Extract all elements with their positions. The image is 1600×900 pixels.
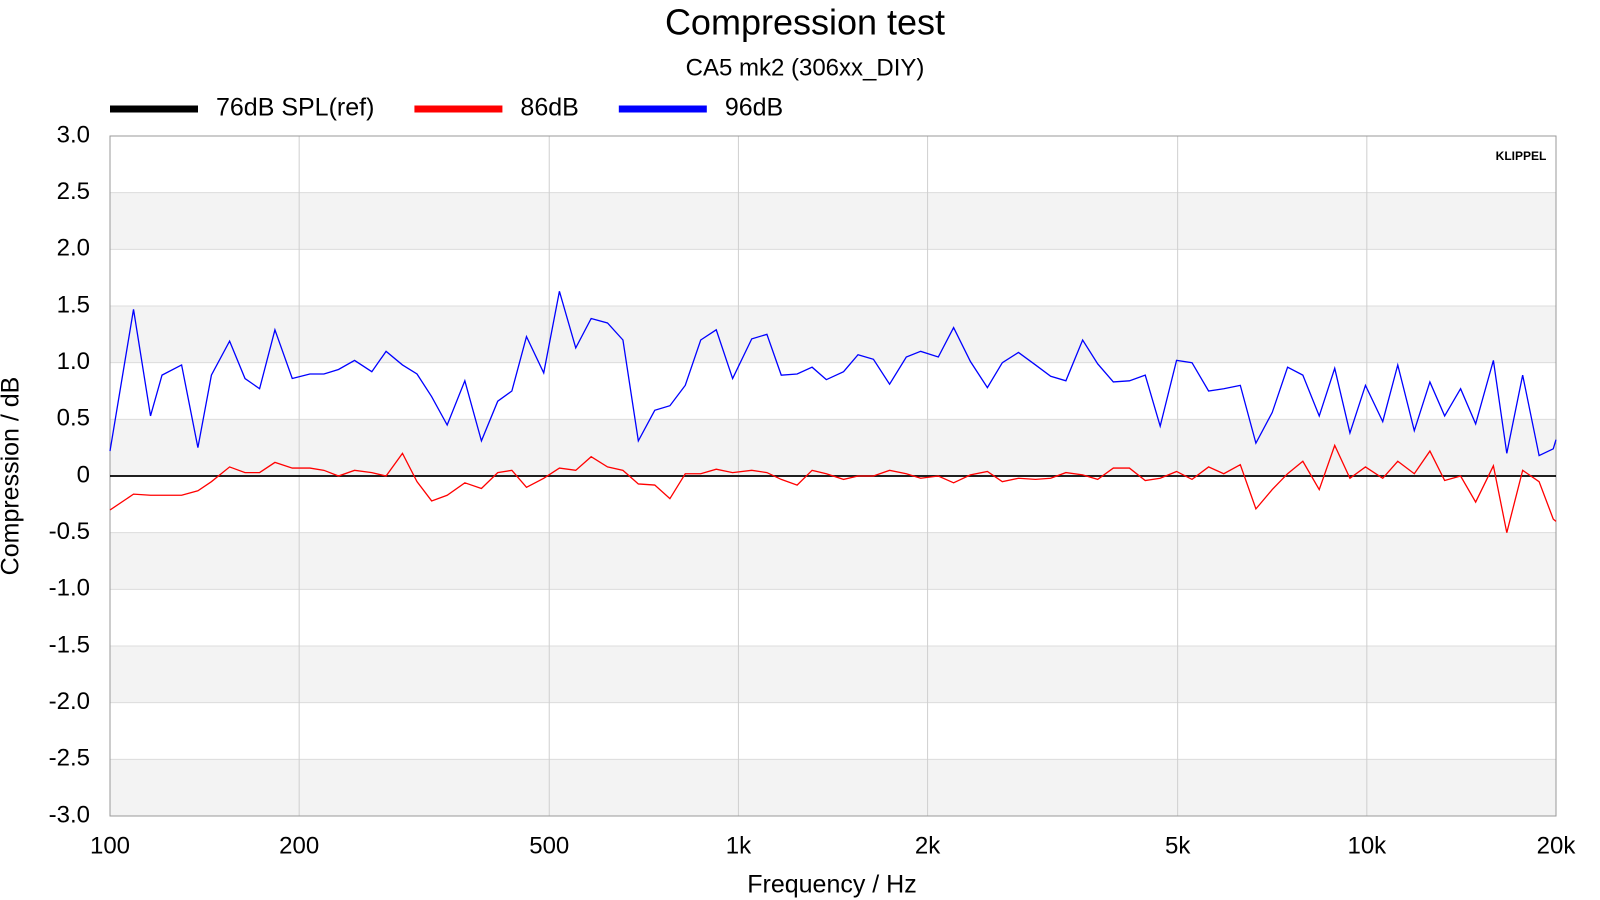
x-tick-label: 2k: [915, 832, 941, 859]
x-tick-label: 500: [529, 832, 569, 859]
y-tick-label: 0: [77, 461, 90, 488]
legend-label: 76dB SPL(ref): [216, 94, 374, 122]
y-tick-label: 3.0: [57, 121, 90, 148]
y-tick-label: -2.5: [49, 745, 90, 772]
grid-band: [110, 419, 1556, 476]
y-tick-label: 0.5: [57, 405, 90, 432]
chart-title: Compression test: [665, 2, 945, 43]
y-tick-label: 1.0: [57, 348, 90, 375]
y-tick-label: 2.5: [57, 178, 90, 205]
logo: KLIPPEL: [1496, 149, 1547, 163]
series-line: [109, 443, 1557, 533]
grid-band: [110, 646, 1556, 703]
x-tick-label: 5k: [1165, 832, 1191, 859]
y-axis-label: Compression / dB: [0, 377, 25, 576]
grid-band: [110, 759, 1556, 816]
x-tick-label: 20k: [1537, 832, 1577, 859]
legend-label: 86dB: [520, 94, 578, 122]
y-tick-label: -2.0: [49, 688, 90, 715]
x-axis-label: Frequency / Hz: [747, 871, 917, 899]
x-tick-label: 200: [279, 832, 319, 859]
y-tick-label: 1.5: [57, 291, 90, 318]
y-tick-label: -1.5: [49, 631, 90, 658]
legend-label: 96dB: [725, 94, 783, 122]
x-tick-label: 100: [90, 832, 130, 859]
grid-band: [110, 532, 1556, 590]
x-tick-label: 1k: [726, 832, 752, 859]
x-tick-label: 10k: [1347, 832, 1387, 859]
y-tick-label: -0.5: [49, 518, 90, 545]
series-line: [109, 291, 1557, 457]
y-tick-label: 2.0: [57, 235, 90, 262]
y-tick-label: -1.0: [49, 575, 90, 602]
y-tick-label: -3.0: [49, 801, 90, 828]
grid-band: [110, 192, 1556, 250]
grid-band: [110, 306, 1556, 363]
chart-subtitle: CA5 mk2 (306xx_DIY): [686, 54, 925, 81]
